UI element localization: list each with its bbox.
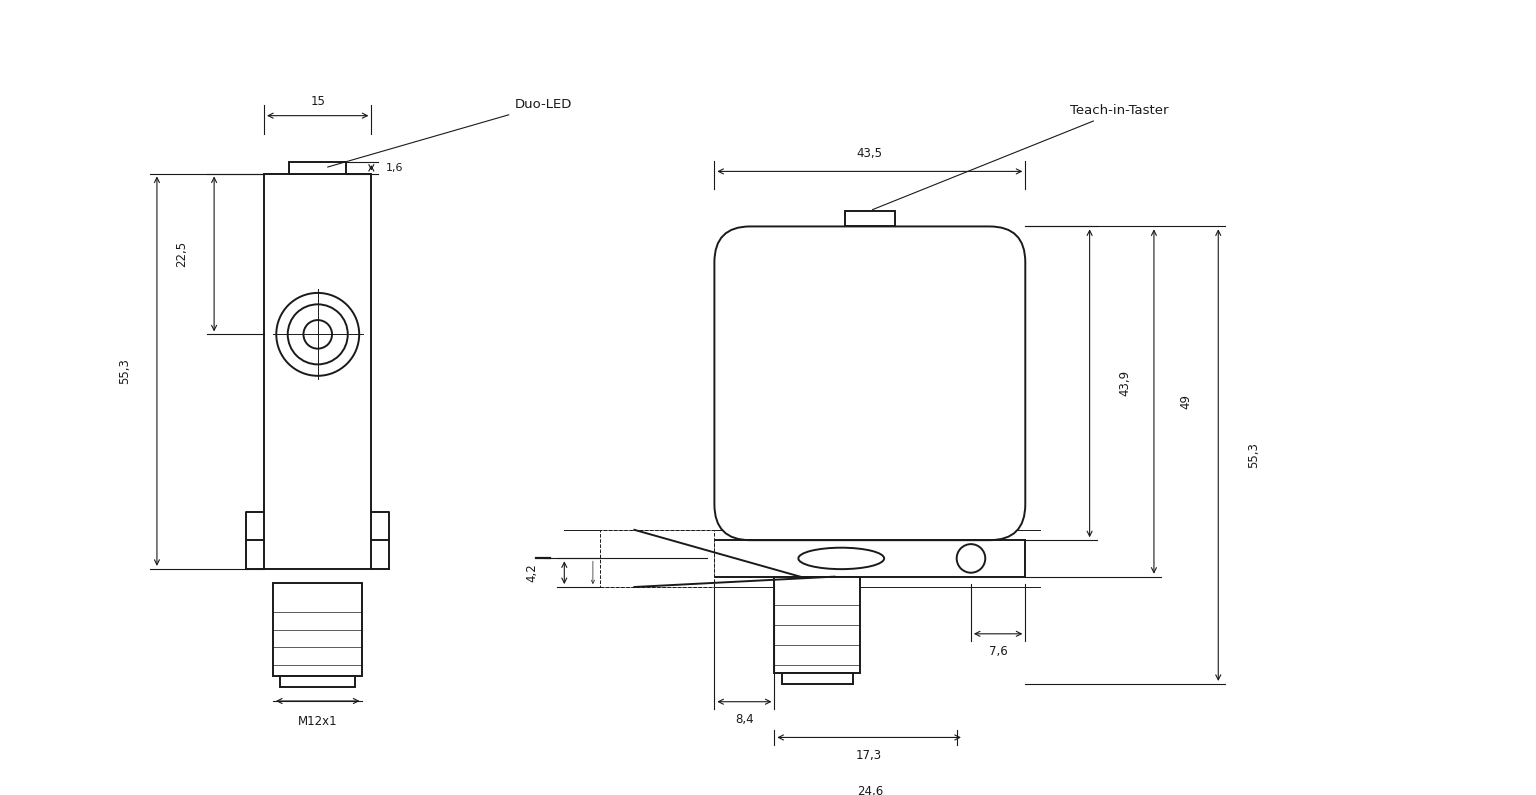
Text: 4,2: 4,2 — [525, 564, 539, 582]
Bar — [280, 676, 355, 687]
Text: 49: 49 — [1180, 394, 1192, 409]
Text: 24,6: 24,6 — [857, 785, 883, 795]
Text: 8,4: 8,4 — [736, 713, 754, 726]
Text: 17,3: 17,3 — [856, 749, 882, 762]
FancyBboxPatch shape — [714, 227, 1026, 540]
Text: M12x1: M12x1 — [298, 716, 338, 728]
Text: 22,5: 22,5 — [175, 241, 189, 267]
Text: 1,6: 1,6 — [386, 163, 402, 173]
Text: 55,3: 55,3 — [118, 359, 131, 384]
Text: 55,3: 55,3 — [1247, 442, 1261, 468]
Text: 15: 15 — [310, 95, 326, 108]
Text: 43,5: 43,5 — [857, 147, 883, 160]
Text: Teach-in-Taster: Teach-in-Taster — [872, 104, 1169, 210]
Text: 7,6: 7,6 — [989, 646, 1008, 658]
Bar — [845, 211, 895, 227]
Bar — [289, 162, 346, 173]
Bar — [774, 576, 860, 673]
Bar — [782, 673, 852, 684]
Text: Duo-LED: Duo-LED — [327, 99, 571, 167]
Bar — [601, 529, 714, 587]
Bar — [264, 173, 372, 568]
Bar — [273, 583, 362, 676]
Text: 43,9: 43,9 — [1118, 370, 1132, 397]
